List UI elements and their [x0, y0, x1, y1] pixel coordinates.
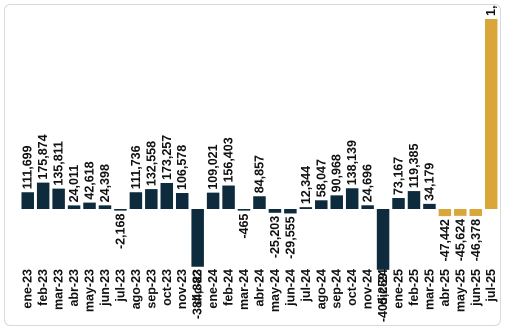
value-label-abr-23: 24,011: [67, 165, 81, 203]
category-label-may-24: may-24: [268, 269, 282, 312]
value-label-sep-24: 90,968: [330, 154, 344, 192]
bar-jul-24: [299, 207, 313, 209]
value-label-abr-25: -47,442: [438, 219, 452, 261]
value-label-jun-25: -46,378: [469, 219, 483, 261]
category-label-sep-23: sep-23: [144, 269, 158, 309]
chart-frame: 111,699 175,874 135,811 24,011 42,618 24,398-…: [4, 4, 501, 326]
category-label-nov-24: nov-24: [361, 269, 375, 309]
bar-nov-24: [361, 205, 374, 209]
value-label-jul-24: 12,344: [299, 166, 313, 204]
value-label-ene-23: 111,699: [21, 145, 35, 189]
bar-abr-23: [67, 205, 81, 209]
category-label-mar-25: mar-25: [422, 269, 436, 310]
bar-may-24: [268, 209, 282, 213]
category-label-dic-24: dic-24: [376, 269, 390, 305]
value-label-ago-23: 111,736: [129, 145, 143, 189]
category-label-may-23: may-23: [83, 269, 97, 312]
bar-oct-23: [160, 183, 174, 209]
category-label-ene-25: ene-25: [392, 269, 406, 309]
bar-abr-24: [253, 196, 266, 209]
category-label-abr-23: abr-23: [67, 269, 81, 307]
bar-feb-25: [407, 191, 421, 209]
bar-may-25: [454, 209, 467, 216]
value-label-jul-23: -2,168: [113, 214, 127, 249]
bar-oct-24: [345, 188, 359, 209]
category-label-jun-23: jun-23: [98, 269, 112, 307]
category-label-ene-24: ene-24: [206, 269, 220, 309]
value-label-oct-23: 173,257: [160, 135, 174, 180]
category-label-nov-23: nov-23: [175, 269, 189, 309]
category-label-feb-25: feb-25: [407, 269, 421, 306]
value-label-ene-25: 73,167: [392, 157, 406, 195]
value-label-abr-24: 84,857: [252, 155, 266, 193]
value-label-may-23: 42,618: [83, 161, 97, 199]
bar-dic-23: [191, 209, 204, 267]
value-label-mar-23: 135,811: [52, 141, 66, 186]
value-label-ene-24: 109,021: [206, 144, 220, 189]
value-label-mar-25: 34,179: [422, 163, 436, 201]
bar-dic-24: [376, 209, 390, 270]
category-label-jun-25: jun-25: [469, 269, 483, 307]
value-label-mar-24: -465: [237, 214, 251, 239]
bar-ago-24: [315, 200, 328, 209]
bar-jul-23: [114, 209, 127, 211]
value-label-jun-24: -29,555: [283, 216, 297, 258]
category-label-mar-24: mar-24: [237, 269, 251, 310]
category-label-dic-23: dic-23: [191, 269, 205, 305]
value-label-jun-23: 24,398: [98, 164, 112, 202]
category-label-abr-25: abr-25: [438, 269, 452, 307]
category-label-feb-24: feb-24: [222, 269, 236, 306]
value-label-nov-24: 24,696: [361, 164, 375, 202]
category-label-mar-23: mar-23: [52, 269, 66, 310]
bar-jul-25: [484, 19, 498, 209]
bar-sep-24: [330, 195, 343, 209]
bar-jun-24: [284, 209, 297, 214]
bar-mar-25: [423, 203, 436, 209]
bar-sep-23: [145, 189, 158, 209]
category-label-jun-24: jun-24: [283, 269, 297, 307]
value-label-may-24: -25,203: [268, 216, 282, 258]
category-label-ago-23: ago-23: [129, 269, 143, 309]
bar-mar-24: [237, 209, 251, 211]
value-label-feb-24: 156,403: [222, 137, 236, 182]
bar-nov-23: [175, 193, 189, 209]
bar-ene-23: [21, 192, 34, 209]
category-label-ago-24: ago-24: [314, 269, 328, 309]
value-label-sep-23: 132,558: [144, 141, 158, 186]
category-label-oct-23: oct-23: [160, 269, 174, 306]
category-label-abr-24: abr-24: [252, 269, 266, 307]
bar-mar-23: [52, 188, 65, 209]
bar-ago-23: [129, 192, 143, 209]
value-label-dic-23: -384,882: [191, 270, 205, 319]
category-label-sep-24: sep-24: [330, 269, 344, 309]
bar-abr-25: [438, 209, 452, 217]
category-label-feb-23: feb-23: [36, 269, 50, 306]
value-label-feb-23: 175,874: [36, 134, 50, 179]
bar-jun-23: [98, 205, 112, 209]
value-label-may-25: -45,624: [453, 219, 467, 261]
value-label-ago-24: 58,047: [314, 159, 328, 197]
value-label-dic-24: -405,259: [376, 273, 390, 322]
category-label-jul-25: jul-25: [484, 269, 498, 303]
bar-feb-23: [36, 182, 50, 209]
bar-ene-25: [392, 198, 405, 209]
category-label-jul-23: jul-23: [113, 269, 127, 303]
category-label-jul-24: jul-24: [299, 269, 313, 303]
category-label-may-25: may-25: [453, 269, 467, 312]
bar-jun-25: [469, 209, 483, 216]
bar-ene-24: [206, 192, 220, 209]
value-label-feb-25: 119,385: [407, 144, 421, 189]
bar-may-23: [83, 202, 96, 209]
value-label-jul-25: 1,266,025: [484, 5, 498, 16]
category-label-oct-24: oct-24: [345, 269, 359, 306]
value-label-nov-23: 106,578: [175, 145, 189, 190]
category-label-ene-23: ene-23: [21, 269, 35, 309]
bar-feb-24: [222, 185, 235, 209]
value-label-oct-24: 138,139: [345, 140, 359, 185]
bar-chart: 111,699 175,874 135,811 24,011 42,618 24,398-…: [21, 5, 499, 322]
